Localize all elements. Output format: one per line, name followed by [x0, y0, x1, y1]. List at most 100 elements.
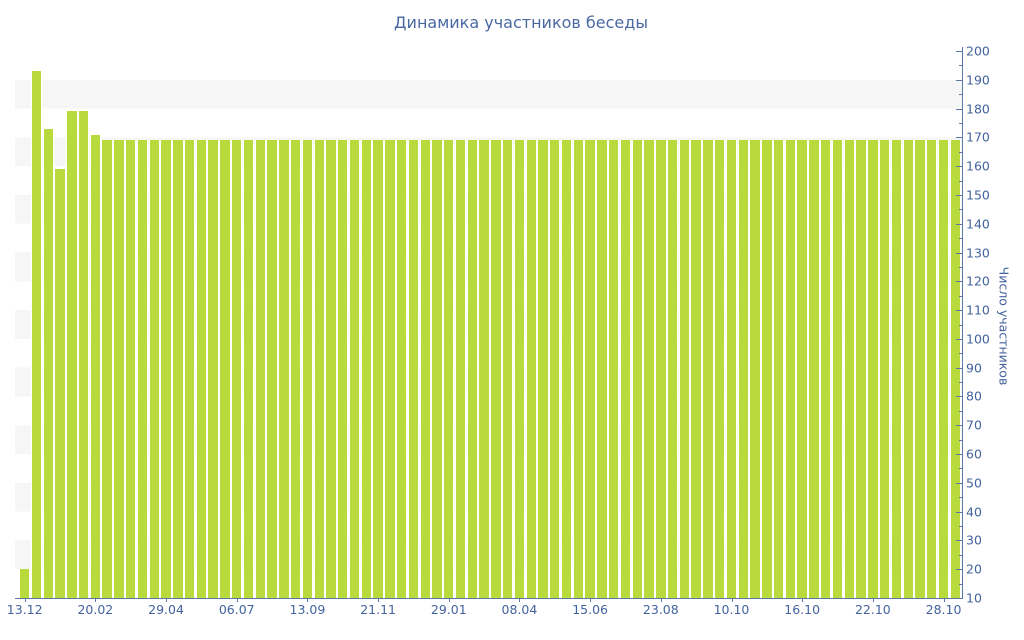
y-axis-tick: [956, 367, 962, 369]
y-axis-tick-label: 180: [966, 101, 990, 117]
y-axis-tick: [956, 569, 962, 571]
x-axis-tick-label: 15.06: [572, 602, 609, 617]
bar: [573, 140, 584, 598]
bar: [467, 140, 478, 598]
bar: [550, 140, 560, 598]
y-axis-tick-label: 70: [966, 417, 982, 433]
x-axis-line: [15, 598, 963, 599]
y-axis-minor-tick: [959, 583, 962, 585]
bar: [161, 140, 171, 598]
bar: [184, 140, 195, 598]
y-axis-minor-tick: [959, 151, 962, 153]
bar: [314, 140, 324, 598]
bar: [856, 140, 866, 598]
x-axis-tick-label: 29.04: [148, 602, 184, 617]
y-axis-minor-tick: [959, 439, 962, 441]
bar: [832, 140, 843, 598]
y-axis-tick: [956, 454, 962, 456]
bar: [373, 140, 383, 598]
bar: [526, 140, 536, 598]
bar: [891, 140, 902, 598]
y-axis-title: Число участников: [996, 266, 1012, 386]
bar: [114, 140, 124, 598]
y-axis-tick-label: 120: [966, 273, 990, 289]
x-axis-tick-label: 20.02: [77, 602, 114, 617]
bar: [102, 140, 112, 598]
y-axis-tick-label: 100: [966, 331, 990, 347]
y-axis-tick-label: 40: [966, 504, 982, 520]
bar: [432, 140, 442, 598]
x-axis-tick: [378, 598, 380, 602]
y-axis-tick-label: 30: [966, 532, 982, 548]
y-axis-tick: [956, 194, 962, 196]
y-axis-tick-label: 10: [966, 590, 982, 606]
bar: [797, 140, 807, 598]
y-axis-minor-tick: [959, 94, 962, 96]
y-axis-tick: [956, 482, 962, 484]
bar: [55, 169, 65, 598]
bar: [938, 140, 949, 598]
y-axis-minor-tick: [959, 554, 962, 556]
y-axis-tick: [956, 310, 962, 312]
y-axis-minor-tick: [959, 526, 962, 528]
y-axis-tick: [956, 338, 962, 340]
y-axis-minor-tick: [959, 324, 962, 326]
y-axis-minor-tick: [959, 238, 962, 240]
y-axis-minor-tick: [959, 410, 962, 412]
bar: [255, 140, 265, 598]
y-axis-tick: [956, 540, 962, 542]
bar: [762, 140, 772, 598]
bar: [408, 140, 419, 598]
y-axis-minor-tick: [959, 209, 962, 211]
x-axis-tick: [236, 598, 238, 602]
x-axis-tick-label: 13.12: [6, 602, 43, 617]
bar: [149, 140, 159, 598]
bar: [609, 140, 619, 598]
bar: [561, 140, 572, 598]
bar: [420, 140, 430, 598]
bar: [691, 140, 701, 598]
x-axis-tick-label: 16.10: [784, 602, 821, 617]
y-axis-tick-label: 110: [966, 302, 990, 318]
y-axis-line: [962, 47, 963, 598]
y-axis-minor-tick: [959, 65, 962, 67]
bar: [950, 140, 960, 598]
y-axis-tick-label: 80: [966, 388, 982, 404]
plot-area: 200 190 180 170 160 150 140 130 120 110 100 90 80 70 6…: [7, 44, 990, 618]
y-axis-tick: [956, 511, 962, 513]
y-axis-minor-tick: [959, 180, 962, 182]
bar: [20, 569, 30, 598]
bar: [927, 140, 937, 598]
y-axis-minor-tick: [959, 468, 962, 470]
bar: [31, 71, 42, 598]
bar: [514, 140, 525, 598]
bar: [479, 140, 489, 598]
x-axis-tick-label: 06.07: [218, 602, 255, 617]
y-axis-tick: [956, 79, 962, 81]
bar: [385, 140, 395, 598]
y-axis-minor-tick: [959, 122, 962, 124]
bar: [868, 140, 878, 598]
bar: [750, 140, 760, 598]
x-axis-tick-label: 10.10: [713, 602, 750, 617]
bar: [585, 140, 595, 598]
y-axis-tick-label: 60: [966, 446, 982, 462]
bar: [338, 140, 348, 598]
y-axis-tick-label: 200: [966, 43, 990, 59]
x-axis-tick-label: 22.10: [854, 602, 891, 617]
y-axis-tick: [956, 598, 962, 599]
bar: [773, 140, 784, 598]
bar: [290, 140, 301, 598]
bar: [679, 140, 690, 598]
bar: [302, 140, 313, 598]
x-axis-tick: [872, 598, 874, 602]
bar: [232, 140, 242, 598]
x-axis-tick: [660, 598, 662, 602]
bar: [726, 140, 737, 598]
bar: [703, 140, 713, 598]
bar: [196, 140, 207, 598]
bar: [821, 140, 831, 598]
y-axis-minor-tick: [959, 497, 962, 499]
x-axis-tick-label: 29.01: [430, 602, 467, 617]
bar: [67, 111, 77, 598]
